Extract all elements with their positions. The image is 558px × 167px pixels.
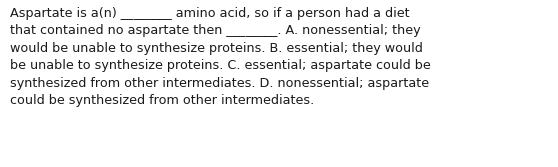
Text: Aspartate is a(n) ________ amino acid, so if a person had a diet
that contained : Aspartate is a(n) ________ amino acid, s…: [10, 7, 431, 107]
